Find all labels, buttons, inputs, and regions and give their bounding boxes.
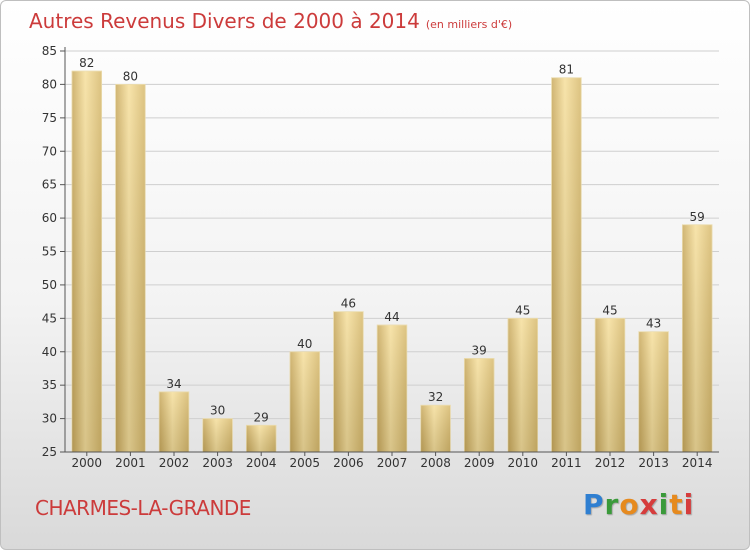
axis-layer: 25 30 35 40 45 50 55 60 65 70 75 80 85 2000 2001 2002 20… (42, 44, 719, 470)
y-tick-label: 40 (42, 345, 57, 359)
data-label: 82 (79, 56, 94, 70)
title-text: Autres Revenus Divers de 2000 à 2014 (29, 9, 420, 33)
data-label: 44 (384, 310, 399, 324)
data-label: 80 (123, 69, 138, 83)
x-tick-label: 2013 (638, 456, 669, 470)
label-layer: 82 80 34 30 29 40 46 44 32 39 45 81 45 43 59 (79, 56, 705, 424)
bar-shade (551, 77, 582, 452)
data-label: 59 (690, 210, 705, 224)
data-label: 30 (210, 404, 225, 418)
y-tick-label: 60 (42, 211, 57, 225)
y-tick-label: 70 (42, 144, 57, 158)
data-label: 46 (341, 297, 356, 311)
data-label: 29 (254, 410, 269, 424)
bar-layer (71, 70, 713, 453)
bar-shade (202, 418, 233, 452)
x-tick-label: 2002 (159, 456, 190, 470)
data-label: 43 (646, 317, 661, 331)
x-tick-label: 2001 (115, 456, 146, 470)
y-tick-label: 75 (42, 111, 57, 125)
bar-shade (464, 358, 495, 452)
data-label: 39 (472, 343, 487, 357)
data-label: 34 (166, 377, 181, 391)
bar-shade (71, 71, 102, 453)
bar-shade (682, 224, 713, 452)
proxiti-logo: Proxiti (583, 488, 695, 521)
commune-name: CHARMES-LA-GRANDE (35, 496, 251, 520)
x-tick-label: 2009 (464, 456, 495, 470)
x-tick-label: 2010 (508, 456, 539, 470)
x-tick-label: 2006 (333, 456, 364, 470)
bar-shade (115, 84, 146, 453)
bar-shade (420, 405, 451, 452)
data-label: 40 (297, 337, 312, 351)
y-tick-label: 55 (42, 245, 57, 259)
data-label: 32 (428, 390, 443, 404)
bar-shade (595, 318, 625, 452)
x-tick-label: 2014 (682, 456, 713, 470)
x-tick-label: 2012 (595, 456, 626, 470)
chart-title: Autres Revenus Divers de 2000 à 2014 (en … (29, 9, 512, 33)
y-tick-label: 50 (42, 278, 57, 292)
x-tick-label: 2007 (377, 456, 408, 470)
y-tick-label: 85 (42, 44, 57, 58)
y-tick-label: 30 (42, 412, 57, 426)
bar-shade (377, 325, 407, 452)
bar-shade (638, 331, 669, 452)
y-tick-label: 35 (42, 378, 57, 392)
y-tick-label: 80 (42, 77, 57, 91)
x-tick-label: 2003 (202, 456, 233, 470)
y-tick-label: 45 (42, 311, 57, 325)
title-unit: (en milliers d'€) (425, 18, 513, 31)
bar-shade (507, 318, 538, 452)
bar-shade (246, 425, 277, 452)
bar-shade (289, 351, 320, 452)
x-tick-label: 2000 (72, 456, 103, 470)
x-tick-label: 2008 (420, 456, 451, 470)
data-label: 81 (559, 63, 574, 77)
bar-shade (333, 311, 364, 452)
bar-shade (159, 391, 189, 452)
x-tick-label: 2005 (290, 456, 321, 470)
x-tick-label: 2011 (551, 456, 582, 470)
x-tick-label: 2004 (246, 456, 277, 470)
y-tick-label: 65 (42, 178, 57, 192)
data-label: 45 (602, 303, 617, 317)
y-tick-label: 25 (42, 445, 57, 459)
data-label: 45 (515, 303, 530, 317)
